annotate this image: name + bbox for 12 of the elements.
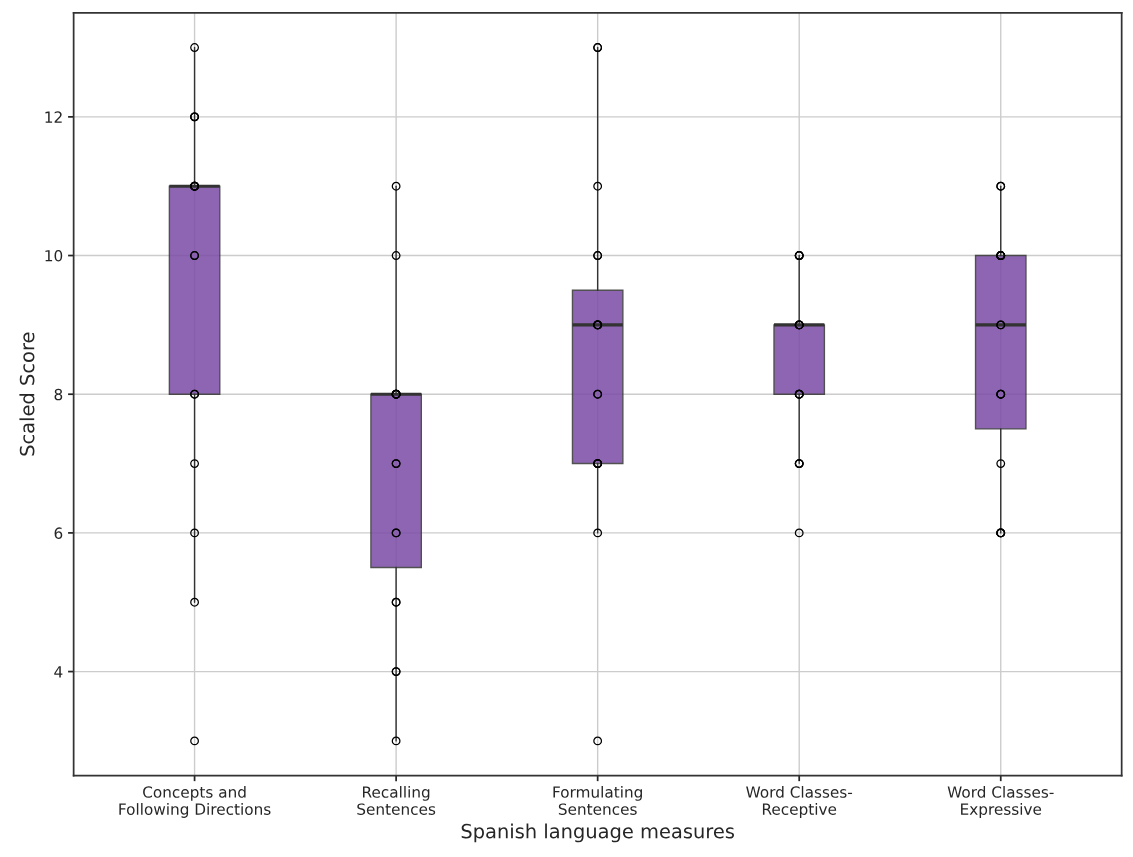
y-tick-label: 12 [45,111,62,123]
x-tick-label: Word Classes- Expressive [947,786,1054,818]
x-tick-label: Recalling Sentences [357,786,436,815]
x-tick-label: Word Classes- Receptive [746,786,853,818]
y-tick-label: 10 [45,250,63,262]
y-tick-label: 6 [54,527,63,539]
x-tick-label: Formulating Sentences [553,786,642,815]
y-tick-label: 8 [54,388,63,401]
x-tick-label: Concepts and Following Directions [119,786,271,818]
y-tick-label: 4 [54,666,63,678]
x-axis-title: Spanish language measures [461,823,735,843]
y-axis-title: Scaled Score [19,332,35,456]
